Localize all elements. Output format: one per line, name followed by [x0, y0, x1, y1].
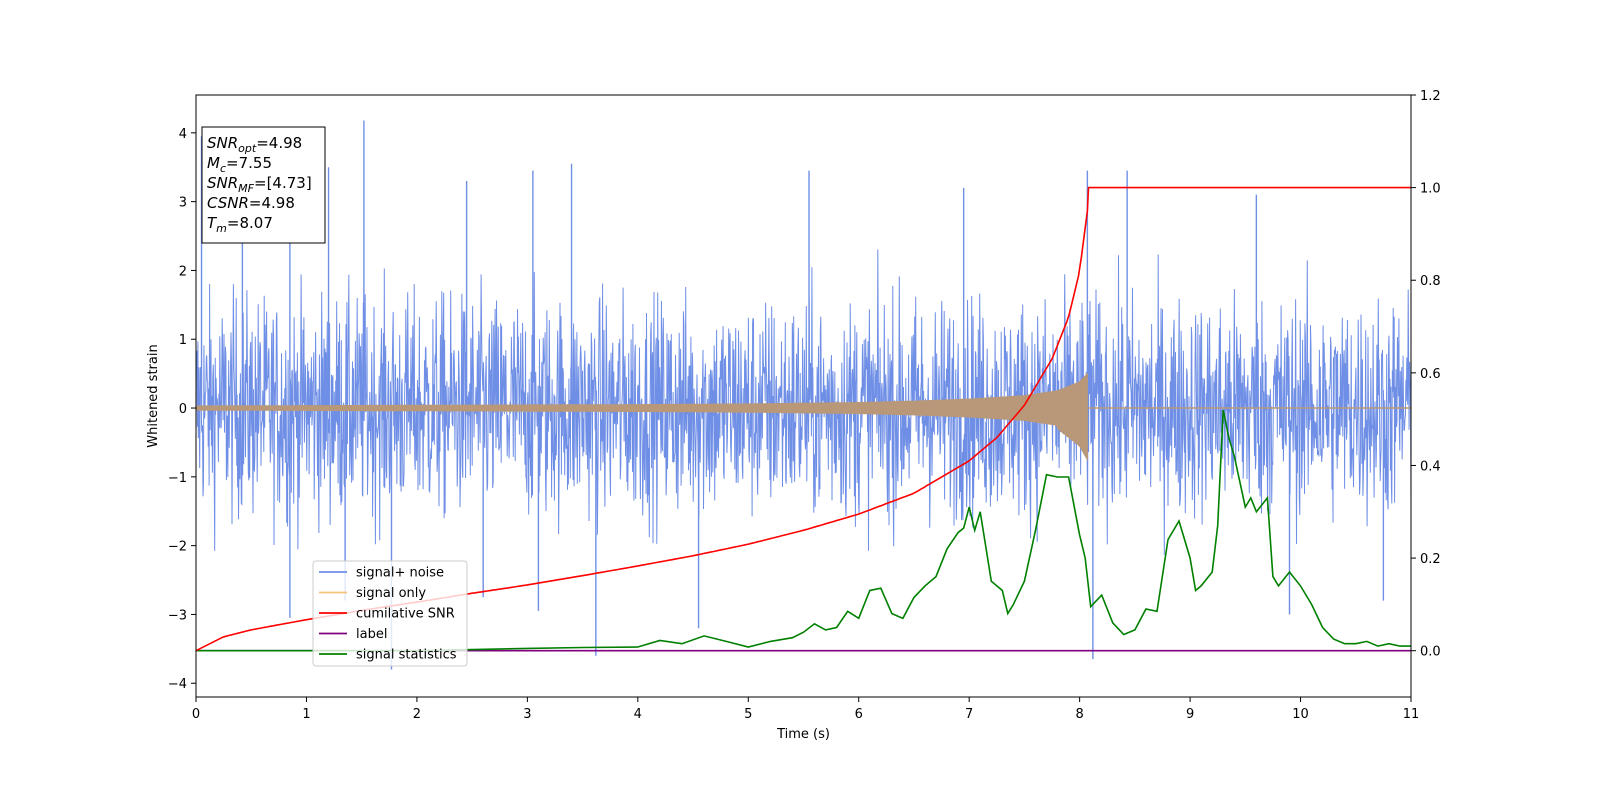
x-tick-label: 8	[1075, 707, 1083, 722]
y-left-tick-label: −3	[168, 608, 187, 623]
legend-label: signal+ noise	[356, 566, 444, 581]
y-right-tick-label: 1.2	[1420, 89, 1441, 104]
y-right-tick-label: 0.0	[1420, 645, 1441, 660]
x-tick-label: 4	[634, 707, 642, 722]
annotation-line: CSNR=4.98	[207, 194, 295, 212]
x-tick-label: 7	[965, 707, 973, 722]
signal-noise-line	[195, 249, 1412, 555]
y-left-tick-label: −1	[168, 471, 187, 486]
x-tick-label: 10	[1292, 707, 1309, 722]
y-right-tick-label: 1.0	[1420, 182, 1441, 197]
x-tick-label: 5	[744, 707, 752, 722]
x-tick-label: 1	[302, 707, 310, 722]
annotation-line: Mc=7.55	[207, 154, 272, 175]
x-tick-label: 0	[192, 707, 200, 722]
legend-label: cumilative SNR	[356, 607, 455, 622]
legend-label: signal only	[356, 586, 426, 601]
signal-only-series	[195, 372, 1411, 462]
x-axis-label: Time (s)	[776, 727, 830, 742]
y-left-tick-label: −4	[168, 677, 187, 692]
y-axis-label: Whitened strain	[146, 344, 161, 447]
y-left-axis-ticks: −4 −3 −2 −1 0 1 2 3 4	[168, 127, 196, 692]
signal-only-band	[195, 372, 1088, 462]
y-right-axis-ticks: 0.0 0.2 0.4 0.6 0.8 1.0 1.2	[1411, 89, 1441, 660]
y-right-tick-label: 0.4	[1420, 459, 1441, 474]
x-tick-label: 3	[523, 707, 531, 722]
y-left-tick-label: 2	[179, 264, 187, 279]
x-tick-label: 2	[413, 707, 421, 722]
x-tick-label: 6	[855, 707, 863, 722]
legend-frame	[312, 560, 468, 667]
x-axis-ticks: 0 1 2 3 4 5 6 7 8 9 10 11	[192, 697, 1419, 722]
annotation-line: SNRMF=[4.73]	[207, 174, 312, 195]
y-right-tick-label: 0.2	[1420, 552, 1441, 567]
annotation-line: SNRopt=4.98	[207, 134, 302, 155]
y-left-tick-label: 1	[179, 333, 187, 348]
y-left-tick-label: 4	[179, 127, 187, 142]
x-tick-label: 9	[1186, 707, 1194, 722]
plot-frame	[195, 94, 1412, 698]
y-left-tick-label: −2	[168, 540, 187, 555]
y-left-tick-label: 0	[179, 402, 187, 417]
legend: signal+ noise signal only cumilative SNR la…	[312, 560, 468, 667]
annotation-box-frame	[201, 126, 326, 244]
y-right-tick-label: 0.8	[1420, 274, 1441, 289]
legend-label: signal statistics	[356, 648, 457, 663]
signal-statistics-line	[196, 409, 1411, 652]
y-right-tick-label: 0.6	[1420, 367, 1441, 382]
legend-label: label	[356, 627, 387, 642]
annotation-line: Tm=8.07	[207, 214, 273, 235]
y-left-tick-label: 3	[179, 196, 187, 211]
x-tick-label: 11	[1403, 707, 1420, 722]
